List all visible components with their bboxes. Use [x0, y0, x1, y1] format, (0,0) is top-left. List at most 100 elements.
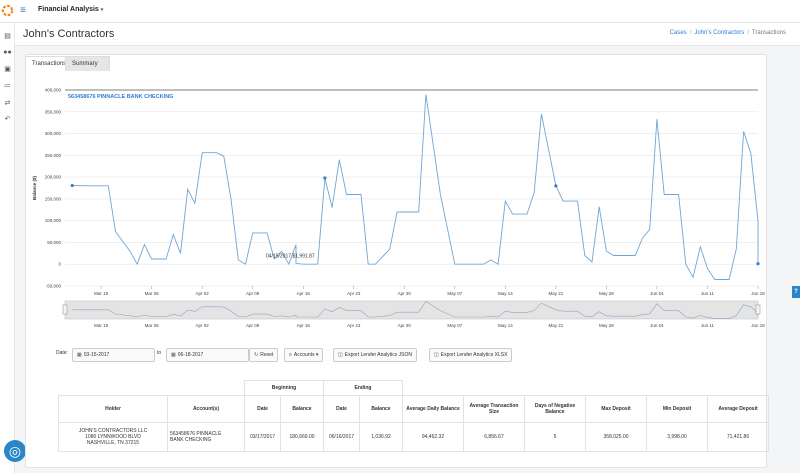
- x-tick-label: Jun 04: [650, 291, 664, 296]
- export-xlsx-label: Export Lender Analytics XLSX: [440, 352, 508, 358]
- inbox-icon[interactable]: ▣: [4, 66, 11, 73]
- data-point-marker: [70, 183, 74, 188]
- tab-summary[interactable]: Summary: [65, 56, 110, 71]
- y-tick-label: 50,000: [47, 240, 61, 245]
- page-header: John's Contractors Cases / John's Contract…: [15, 23, 800, 46]
- navigator-tick-label: Jun 18: [751, 323, 765, 328]
- date-to-field[interactable]: ▦ 06-18-2017: [166, 348, 249, 362]
- accounts-header: Account(s): [167, 395, 245, 423]
- y-tick-label: 100,000: [45, 218, 62, 223]
- breadcrumb: Cases / John's Contractors / Transactions: [670, 30, 786, 36]
- calendar-icon: ▦: [77, 352, 82, 358]
- x-tick-label: May 14: [498, 291, 513, 296]
- y-tick-label: -50,000: [46, 284, 62, 289]
- end-balance-header: Balance: [359, 395, 403, 423]
- app-logo-icon[interactable]: [1, 4, 14, 17]
- breadcrumb-cases[interactable]: Cases: [669, 30, 687, 36]
- x-tick-label: Jun 11: [701, 291, 715, 296]
- navigator-tick-label: Mar 19: [94, 323, 109, 328]
- x-tick-label: Apr 02: [196, 291, 210, 296]
- calendar-icon: ▦: [171, 352, 176, 358]
- app-title: Financial Analysis: [38, 6, 99, 13]
- avg-deposit-cell: 71,421.86: [707, 422, 769, 452]
- y-tick-label: 400,000: [45, 88, 62, 93]
- export-xlsx-button[interactable]: ◫ Export Lender Analytics XLSX: [429, 348, 513, 362]
- data-point-marker: [756, 262, 760, 266]
- min-deposit-header: Min Deposit: [646, 395, 708, 423]
- reset-button[interactable]: ↻ Reset: [249, 348, 279, 362]
- list-icon: ≡: [289, 352, 292, 358]
- min-deposit-cell: 3,998.00: [646, 422, 708, 452]
- end-balance-cell: 1,036.92: [359, 422, 403, 452]
- holder-city: NASHVILLE, TN 37215: [86, 440, 140, 446]
- table-row: JOHN'S CONTRACTORS LLC 1080 LYNNWOOD BLVD…: [58, 422, 769, 452]
- side-help-tab[interactable]: ?: [792, 286, 800, 298]
- x-tick-label: May 28: [599, 291, 614, 296]
- app-title-dropdown[interactable]: Financial Analysis ▾: [38, 6, 103, 13]
- end-date-cell: 06/16/2017: [323, 422, 360, 452]
- users-icon[interactable]: ●●: [3, 49, 12, 56]
- begin-balance-header: Balance: [280, 395, 324, 423]
- navigator-tick-label: Jun 11: [701, 323, 715, 328]
- navigator-tick-label: May 21: [548, 323, 563, 328]
- account-cell: 563458676 PINNACLE BANK CHECKING: [167, 422, 245, 452]
- balance-chart: 400,000 350,000 300,000 250,000 200,000 150,0…: [32, 88, 765, 297]
- navigator-tick-label: May 28: [599, 323, 614, 328]
- navigator-tick-label: Apr 16: [297, 323, 311, 328]
- neg-days-header: Days of Negative Balance: [524, 395, 586, 423]
- table-spacer: [59, 381, 245, 396]
- max-deposit-header: Max Deposit: [585, 395, 647, 423]
- navigator-tick-label: Apr 09: [246, 323, 260, 328]
- reset-label: Reset: [260, 352, 274, 358]
- accounts-label: Accounts: [293, 352, 315, 358]
- x-tick-label: May 07: [447, 291, 462, 296]
- holder-street: 1080 LYNNWOOD BLVD: [85, 434, 141, 440]
- summary-table: Beginning Ending Holder Account(s) Date …: [58, 380, 769, 452]
- ending-header: Ending: [323, 380, 403, 396]
- holder-name: JOHN'S CONTRACTORS LLC: [78, 428, 148, 434]
- export-json-label: Export Lender Analytics JSON: [344, 352, 412, 358]
- back-arrow-icon[interactable]: ↶: [4, 116, 11, 123]
- to-label: to: [157, 350, 162, 356]
- account-line2: BANK CHECKING: [170, 437, 212, 443]
- accounts-dropdown[interactable]: ≡ Accounts ▾: [284, 348, 324, 362]
- end-date-header: Date: [323, 395, 360, 423]
- breadcrumb-separator: /: [689, 30, 692, 36]
- series-line: [72, 94, 759, 280]
- data-point-marker: [554, 184, 558, 188]
- chart-icon[interactable]: ≔: [4, 83, 11, 90]
- y-tick-label: 250,000: [45, 153, 62, 158]
- top-bar: ≡ Financial Analysis ▾: [0, 0, 800, 23]
- help-lifebuoy-icon[interactable]: ◎: [4, 440, 26, 462]
- navigator-tick-label: Apr 02: [196, 323, 210, 328]
- breadcrumb-separator: /: [747, 30, 749, 36]
- y-tick-label: 350,000: [45, 109, 62, 114]
- y-tick-label: 0: [58, 262, 61, 267]
- account-line1: 563458676 PINNACLE: [170, 431, 222, 437]
- navigator-left-handle: [62, 304, 68, 315]
- x-tick-label: Jun 18: [751, 291, 765, 296]
- menu-toggle-icon[interactable]: ≡: [20, 5, 26, 16]
- range-navigator[interactable]: Mar 19 Mar 26 Apr 02 Apr 09 Apr 16 Apr 23 Apr …: [25, 299, 770, 333]
- x-tick-label: Apr 23: [347, 291, 361, 296]
- begin-date-cell: 03/17/2017: [244, 422, 281, 452]
- shuffle-icon[interactable]: ⇄: [4, 100, 11, 107]
- avg-txn-cell: 6,856.67: [463, 422, 525, 452]
- document-icon[interactable]: ▤: [4, 33, 11, 40]
- breadcrumb-contractors[interactable]: John's Contractors: [694, 30, 745, 36]
- avg-daily-cell: 94,462.32: [402, 422, 464, 452]
- avg-deposit-header: Average Deposit: [707, 395, 769, 423]
- navigator-tick-label: May 14: [498, 323, 513, 328]
- navigator-series-line: [72, 300, 759, 319]
- beginning-header: Beginning: [244, 380, 324, 396]
- date-from-field[interactable]: ▦ 03-15-2017: [72, 348, 155, 362]
- export-json-button[interactable]: ◫ Export Lender Analytics JSON: [333, 348, 417, 362]
- chart-title: 563458676 PINNACLE BANK CHECKING: [68, 94, 173, 100]
- date-label: Date:: [56, 350, 68, 356]
- y-tick-label: 300,000: [45, 131, 62, 136]
- avg-txn-header: Average Transaction Size: [463, 395, 525, 423]
- navigator-background: [64, 300, 759, 320]
- point-annotation: 04/15/2017 $1,991.87: [266, 253, 315, 259]
- caret-down-icon: ▾: [315, 352, 319, 358]
- holder-header: Holder: [58, 395, 168, 423]
